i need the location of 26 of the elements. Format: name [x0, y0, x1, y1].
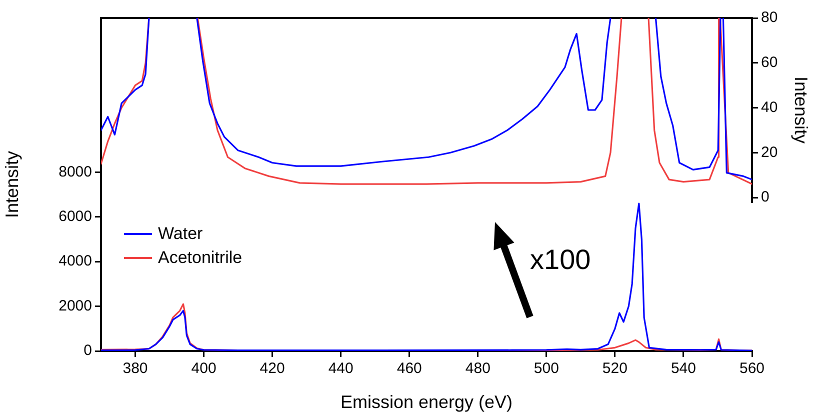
x-tick-label: 540 [670, 360, 696, 378]
y-tick-label: 0 [84, 342, 92, 360]
x-tick-label: 440 [328, 360, 354, 378]
x-tick-label: 480 [465, 360, 490, 378]
y-tick-label: 4000 [58, 252, 92, 270]
annotation: x100 [530, 244, 591, 276]
legend-label: Water [158, 223, 203, 245]
x-tick-label: 500 [534, 360, 559, 378]
x-tick-label: 420 [260, 360, 285, 378]
y-axis-title: Intensity [791, 76, 812, 144]
y-tick-label: 2000 [58, 297, 92, 314]
legend-label: Acetonitrile [158, 247, 242, 269]
x-tick-label: 560 [739, 360, 765, 378]
x-tick-label: 460 [396, 360, 422, 378]
x-axis-title: Emission energy (eV) [340, 392, 513, 412]
x-tick-label: 520 [602, 360, 628, 378]
y-tick-label: 40 [761, 98, 778, 116]
y-tick-label: 6000 [58, 208, 92, 226]
y-tick-label: 60 [761, 54, 778, 72]
x-tick-label: 380 [122, 360, 148, 378]
y-tick-label: 8000 [58, 163, 92, 180]
y-tick-label: 0 [761, 188, 770, 206]
x-tick-label: 400 [191, 360, 216, 378]
y-tick-label: 20 [761, 144, 778, 161]
y-tick-label: 80 [761, 9, 778, 26]
y-axis-title: Intensity [2, 150, 22, 218]
